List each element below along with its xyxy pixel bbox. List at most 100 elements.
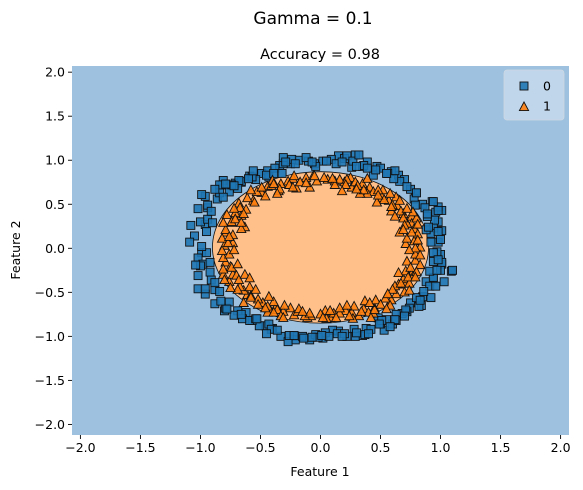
point-class-0	[371, 165, 381, 175]
point-class-0	[191, 260, 201, 270]
point-class-0	[433, 227, 443, 237]
scatter-points	[185, 150, 458, 347]
point-class-1	[238, 296, 250, 307]
point-class-1	[232, 283, 244, 294]
point-class-1	[385, 200, 397, 211]
point-class-1	[327, 172, 338, 183]
point-class-0	[193, 204, 203, 214]
point-class-0	[362, 163, 372, 173]
point-class-1	[372, 189, 384, 200]
point-class-0	[402, 182, 412, 192]
point-class-1	[241, 192, 253, 203]
point-class-0	[210, 184, 220, 194]
point-class-0	[352, 328, 361, 338]
point-class-1	[402, 271, 414, 282]
point-class-1	[268, 178, 280, 189]
y-tick-label: −2.0	[35, 417, 65, 432]
point-class-0	[364, 329, 373, 339]
point-class-1	[370, 294, 382, 305]
point-class-1	[403, 244, 415, 255]
point-class-0	[269, 168, 279, 178]
point-class-0	[193, 271, 203, 281]
point-class-1	[235, 216, 247, 227]
point-class-1	[334, 302, 346, 313]
point-class-0	[205, 257, 215, 267]
point-class-1	[239, 268, 251, 279]
point-class-1	[256, 181, 268, 192]
point-class-1	[409, 242, 421, 253]
point-class-1	[400, 237, 412, 248]
point-class-0	[215, 287, 225, 296]
y-axis: −2.0 −1.5 −1.0 −0.5 0.0 0.5 1.0 1.5 2.0	[35, 65, 72, 432]
legend-marker-0	[519, 81, 529, 91]
point-class-0	[244, 174, 253, 184]
point-class-1	[238, 207, 250, 219]
point-class-1	[216, 244, 228, 255]
x-tick-label: 2.0	[551, 440, 571, 455]
point-class-1	[375, 298, 386, 309]
point-class-1	[394, 194, 406, 205]
point-class-0	[433, 205, 443, 215]
x-axis: −2.0 −1.5 −1.0 −0.5 0.0 0.5 1.0 1.5 2.0	[65, 435, 571, 455]
figure-suptitle: Gamma = 0.1	[253, 9, 372, 29]
point-class-1	[409, 254, 421, 265]
point-class-0	[185, 237, 195, 247]
point-class-1	[348, 300, 360, 311]
point-class-0	[390, 315, 400, 325]
point-class-1	[245, 291, 257, 302]
point-class-1	[234, 201, 246, 212]
point-class-0	[428, 197, 438, 207]
x-tick-label: −1.5	[125, 440, 155, 455]
point-class-1	[245, 184, 257, 195]
point-class-0	[208, 218, 217, 228]
point-class-1	[225, 281, 236, 292]
point-class-0	[433, 255, 443, 265]
point-class-1	[364, 296, 376, 307]
point-class-1	[250, 283, 262, 294]
point-class-0	[206, 206, 216, 216]
point-class-0	[281, 157, 291, 167]
point-class-0	[337, 331, 347, 341]
point-class-0	[410, 200, 420, 210]
x-tick-label: −2.0	[65, 440, 95, 455]
y-tick-label: 0.0	[45, 241, 65, 256]
x-tick-label: −1.0	[185, 440, 215, 455]
point-class-1	[361, 172, 373, 183]
point-class-1	[403, 284, 415, 295]
point-class-1	[244, 272, 256, 283]
point-class-1	[263, 290, 275, 301]
point-class-1	[358, 184, 370, 195]
point-class-1	[304, 307, 316, 318]
point-class-0	[248, 166, 258, 176]
point-class-0	[290, 159, 300, 169]
point-class-1	[221, 208, 233, 219]
point-class-1	[317, 311, 329, 322]
x-axis-label: Feature 1	[290, 464, 349, 479]
y-tick-label: −1.5	[35, 373, 65, 388]
point-class-1	[288, 170, 300, 181]
point-class-1	[343, 310, 355, 321]
point-class-0	[307, 332, 317, 342]
point-class-1	[228, 202, 240, 213]
point-class-1	[223, 230, 235, 241]
point-class-1	[311, 175, 323, 186]
point-class-0	[197, 190, 207, 200]
point-class-0	[307, 157, 317, 167]
point-class-0	[317, 331, 327, 340]
point-class-0	[252, 314, 262, 324]
point-class-0	[202, 227, 211, 237]
plot-area	[72, 66, 569, 435]
point-class-1	[371, 196, 383, 207]
point-class-1	[341, 299, 353, 310]
point-class-1	[244, 281, 256, 292]
point-class-0	[262, 329, 271, 339]
point-class-1	[232, 258, 244, 269]
point-class-0	[218, 192, 228, 202]
point-class-0	[424, 222, 433, 232]
legend-label-1: 1	[543, 99, 551, 114]
point-class-0	[221, 179, 231, 189]
point-class-1	[216, 232, 228, 243]
point-class-1	[259, 190, 271, 201]
point-class-1	[259, 302, 271, 313]
point-class-1	[365, 311, 377, 322]
